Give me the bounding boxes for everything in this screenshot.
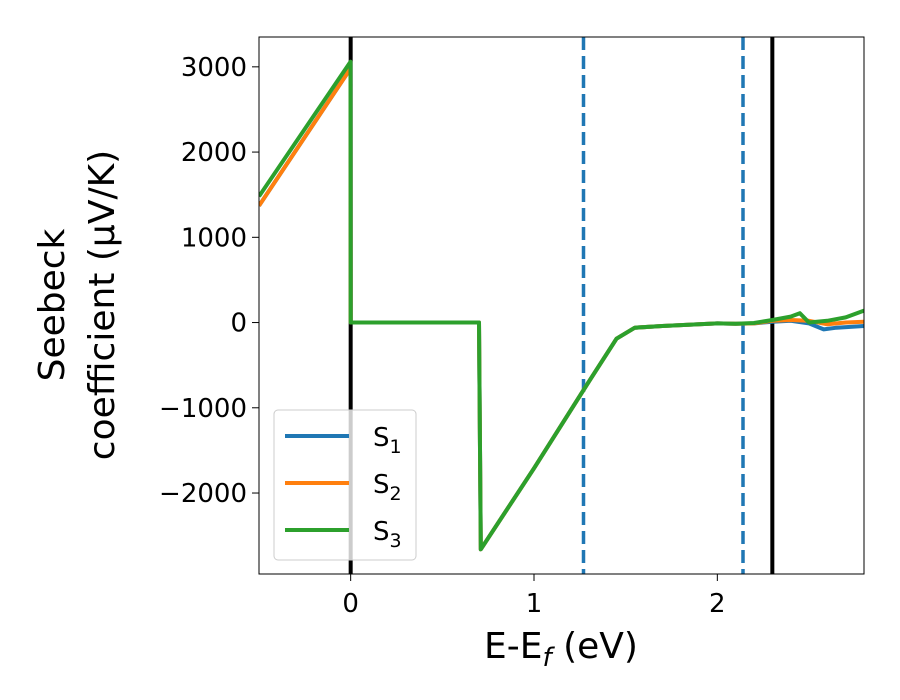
- y-tick-label-3: 0: [230, 309, 247, 339]
- x-axis-label: E-Ef (eV): [484, 626, 638, 673]
- y-tick-label-2: 1000: [181, 223, 247, 253]
- y-tick-label-4: −1000: [159, 394, 247, 424]
- series-line-3: [259, 59, 864, 552]
- y-axis: 3000 2000 1000 0 −1000 −2000: [159, 53, 259, 509]
- legend-label-3: S3: [373, 517, 402, 552]
- x-axis-label-main: E-E: [484, 626, 542, 667]
- x-tick-label-0: 0: [342, 589, 359, 619]
- legend-label-sub-2: 2: [390, 483, 402, 505]
- legend-label-main-3: S: [373, 517, 390, 547]
- legend-label-2: S2: [373, 470, 402, 505]
- x-axis-label-rest: (eV): [552, 626, 638, 667]
- legend-label-main-2: S: [373, 470, 390, 500]
- legend-label-sub-3: 3: [390, 530, 402, 552]
- legend-label-main-1: S: [373, 423, 390, 453]
- x-tick-label-2: 2: [709, 589, 726, 619]
- y-axis-label-line1: Seebeck: [32, 228, 73, 381]
- legend-label-sub-1: 1: [390, 436, 402, 458]
- x-tick-label-1: 1: [526, 589, 543, 619]
- x-axis: 0 1 2: [342, 574, 726, 619]
- legend-label-1: S1: [373, 423, 402, 458]
- y-tick-label-1: 2000: [181, 138, 247, 168]
- series-lines: [259, 59, 864, 552]
- y-tick-label-5: −2000: [159, 479, 247, 509]
- plot-frame: [258, 36, 865, 575]
- y-axis-label-line2: coefficient (μV/K): [82, 150, 123, 460]
- y-tick-label-0: 3000: [181, 53, 247, 83]
